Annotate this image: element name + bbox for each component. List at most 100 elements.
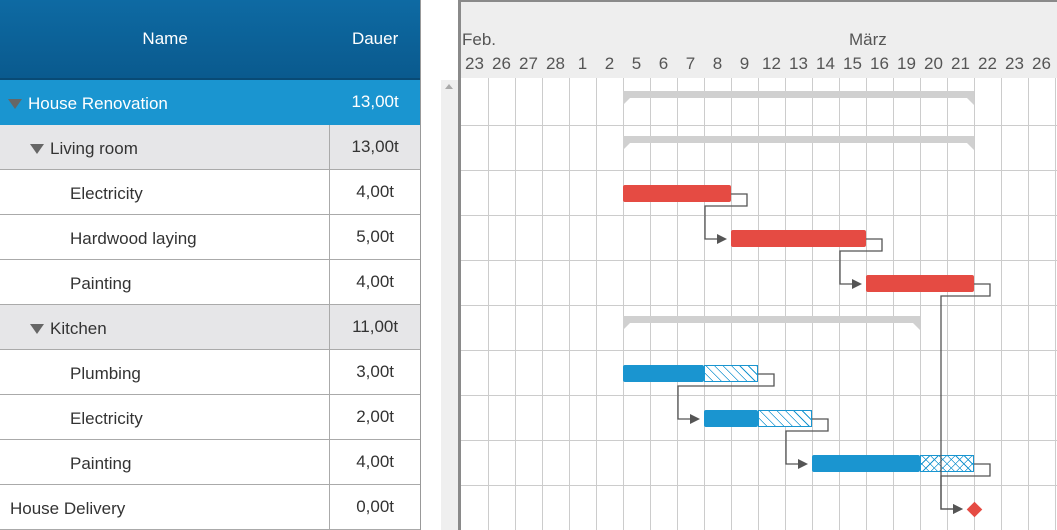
task-row[interactable]: Painting 4,00t: [0, 260, 420, 305]
grid-line: [1028, 78, 1029, 530]
task-row[interactable]: Painting 4,00t: [0, 440, 420, 485]
day-label: 15: [843, 54, 862, 73]
timeline-header: Feb. März 23 26 27 28 1 2 5 6 7 8 9 12 13 14 15 16 19 20 21 2…: [461, 0, 1057, 78]
day-label: 6: [658, 54, 669, 73]
summary-bar[interactable]: [623, 316, 920, 330]
task-name-cell[interactable]: Kitchen: [0, 305, 331, 349]
task-name: Painting: [70, 274, 132, 293]
summary-bar[interactable]: [623, 91, 974, 105]
arrow-head-icon: [798, 459, 808, 469]
task-name-cell[interactable]: Painting: [0, 260, 331, 304]
task-name: Electricity: [70, 409, 143, 428]
scroll-up-arrow-icon[interactable]: [445, 84, 453, 89]
splitter-handle[interactable]: [458, 0, 461, 530]
dependency-line[interactable]: [785, 418, 829, 465]
grid-line: [461, 440, 1057, 441]
task-duration-cell[interactable]: 2,00t: [356, 407, 395, 426]
arrow-head-icon: [717, 234, 727, 244]
task-row[interactable]: Electricity 2,00t: [0, 395, 420, 440]
task-duration-cell[interactable]: 0,00t: [356, 497, 395, 516]
month-label: Feb.: [462, 30, 497, 49]
task-bar[interactable]: [812, 455, 920, 472]
grid-line: [461, 395, 1057, 396]
task-duration-cell[interactable]: 3,00t: [356, 362, 395, 381]
grid-line: [461, 170, 1057, 171]
day-label: 1: [577, 54, 588, 73]
task-name-cell[interactable]: Living room: [0, 125, 331, 169]
day-label: 27: [519, 54, 538, 73]
task-duration-cell[interactable]: 13,00t: [351, 92, 399, 111]
task-name-cell[interactable]: Electricity: [0, 395, 331, 439]
task-name-cell[interactable]: House Delivery: [0, 485, 331, 529]
grid-line: [1055, 78, 1056, 530]
task-bar[interactable]: [623, 365, 704, 382]
task-bar[interactable]: [623, 185, 731, 202]
dependency-line[interactable]: [839, 238, 883, 285]
grid-line: [569, 78, 570, 530]
arrow-head-icon: [852, 279, 862, 289]
day-label: 21: [951, 54, 970, 73]
collapse-triangle-icon[interactable]: [30, 324, 44, 334]
grid-line: [488, 78, 489, 530]
task-grid: Name Dauer House Renovation 13,00t Living …: [0, 0, 421, 530]
gantt-body: [461, 78, 1057, 530]
day-label: 2: [604, 54, 615, 73]
vertical-scrollbar[interactable]: [441, 80, 458, 530]
dependency-line[interactable]: [940, 463, 991, 510]
column-header-duration[interactable]: Dauer: [351, 29, 399, 48]
grid-line: [758, 78, 759, 530]
day-label: 16: [870, 54, 889, 73]
task-name-cell[interactable]: Hardwood laying: [0, 215, 331, 259]
grid-line: [650, 78, 651, 530]
day-label: 19: [897, 54, 916, 73]
task-duration-cell[interactable]: 4,00t: [356, 452, 395, 471]
task-duration-cell[interactable]: 13,00t: [351, 137, 399, 156]
grid-line: [542, 78, 543, 530]
day-label: 23: [1005, 54, 1024, 73]
task-name: Plumbing: [70, 364, 141, 383]
day-label: 20: [924, 54, 943, 73]
task-name: Kitchen: [50, 319, 107, 338]
collapse-triangle-icon[interactable]: [30, 144, 44, 154]
task-duration-cell[interactable]: 4,00t: [356, 272, 395, 291]
task-row[interactable]: Electricity 4,00t: [0, 170, 420, 215]
task-duration-cell[interactable]: 11,00t: [352, 317, 399, 336]
task-bar[interactable]: [731, 230, 866, 247]
remaining-work-bar[interactable]: [920, 455, 974, 472]
day-label: 23: [465, 54, 484, 73]
task-bar[interactable]: [704, 410, 758, 427]
arrow-head-icon: [690, 414, 700, 424]
column-header-name[interactable]: Name: [142, 29, 188, 48]
grid-line: [461, 260, 1057, 261]
task-row[interactable]: Plumbing 3,00t: [0, 350, 420, 395]
task-name-cell[interactable]: Painting: [0, 440, 331, 484]
remaining-work-bar[interactable]: [758, 410, 812, 427]
task-name-cell[interactable]: House Renovation: [0, 80, 331, 124]
task-name-cell[interactable]: Electricity: [0, 170, 331, 214]
task-bar[interactable]: [866, 275, 974, 292]
task-duration-cell[interactable]: 5,00t: [356, 227, 395, 246]
task-row[interactable]: House Renovation 13,00t: [0, 80, 420, 125]
task-row[interactable]: Kitchen 11,00t: [0, 305, 420, 350]
grid-line: [461, 125, 1057, 126]
day-label: 14: [816, 54, 835, 73]
task-name-cell[interactable]: Plumbing: [0, 350, 331, 394]
grid-line: [596, 78, 597, 530]
task-row[interactable]: Living room 13,00t: [0, 125, 420, 170]
dependency-links: [677, 193, 991, 514]
remaining-work-bar[interactable]: [704, 365, 758, 382]
arrow-head-icon: [953, 504, 963, 514]
grid-line: [839, 78, 840, 530]
day-label: 12: [762, 54, 781, 73]
collapse-triangle-icon[interactable]: [8, 99, 22, 109]
dependency-line[interactable]: [704, 193, 748, 240]
gantt-chart: Feb. März 23 26 27 28 1 2 5 6 7 8 9 12 13 14 15 16 19 20 21 2…: [461, 0, 1057, 530]
dependency-line[interactable]: [677, 373, 775, 420]
grid-line: [515, 78, 516, 530]
dependency-line[interactable]: [940, 283, 991, 510]
task-row[interactable]: House Delivery 0,00t: [0, 485, 420, 530]
task-duration-cell[interactable]: 4,00t: [356, 182, 395, 201]
grid-line: [461, 485, 1057, 486]
task-row[interactable]: Hardwood laying 5,00t: [0, 215, 420, 260]
summary-bar[interactable]: [623, 136, 974, 150]
